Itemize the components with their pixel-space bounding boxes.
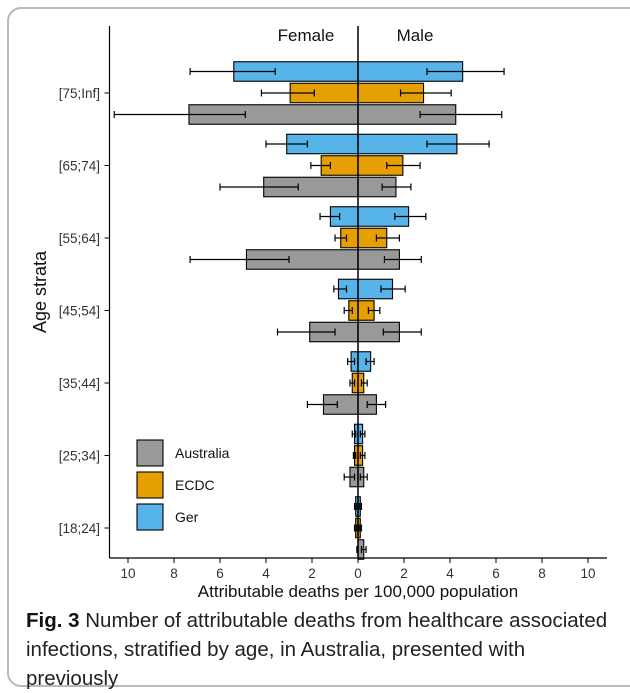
- legend: Australia ECDC Ger: [136, 439, 230, 531]
- legend-swatch-ger: [136, 503, 164, 531]
- legend-label-australia: Australia: [175, 445, 230, 461]
- x-tick-label: 8: [170, 566, 178, 581]
- ticks-layer: 10 8 6 4 2 0 2 4 6 8 10 [75;Inf] [65;74] [55;64] [45;5…: [59, 86, 596, 581]
- y-tick-label: [75;Inf]: [59, 86, 100, 101]
- x-tick-label: 6: [492, 566, 500, 581]
- x-tick-label: 0: [354, 566, 362, 581]
- y-tick-label: [25;34]: [59, 449, 100, 464]
- bars-layer: [113, 26, 505, 560]
- x-tick-label: 2: [400, 566, 408, 581]
- chart: 10 8 6 4 2 0 2 4 6 8 10 [75;Inf] [65;74] [55;64] [45;5…: [30, 26, 607, 600]
- x-tick-label: 2: [308, 566, 316, 581]
- legend-swatch-ecdc: [136, 471, 164, 499]
- x-tick-label: 4: [446, 566, 454, 581]
- male-label: Male: [397, 26, 434, 45]
- y-tick-label: [45;54]: [59, 304, 100, 319]
- x-tick-label: 6: [216, 566, 224, 581]
- x-tick-label: 4: [262, 566, 270, 581]
- y-tick-label: [35;44]: [59, 376, 100, 391]
- figure-caption: Fig. 3 Number of attributable deaths fro…: [26, 606, 616, 693]
- y-axis-title: Age strata: [30, 250, 50, 333]
- x-axis-title: Attributable deaths per 100,000 populati…: [198, 582, 518, 600]
- caption-label: Fig. 3: [26, 609, 80, 632]
- legend-label-ecdc: ECDC: [175, 477, 215, 493]
- female-label: Female: [278, 26, 335, 45]
- y-tick-label: [65;74]: [59, 159, 100, 174]
- y-tick-label: [55;64]: [59, 231, 100, 246]
- legend-swatch-australia: [136, 439, 164, 467]
- legend-label-ger: Ger: [175, 509, 199, 525]
- x-tick-label: 8: [538, 566, 546, 581]
- caption-text: Number of attributable deaths from healt…: [26, 609, 608, 690]
- x-tick-label: 10: [580, 566, 595, 581]
- y-tick-label: [18;24]: [59, 521, 100, 536]
- x-tick-label: 10: [120, 566, 135, 581]
